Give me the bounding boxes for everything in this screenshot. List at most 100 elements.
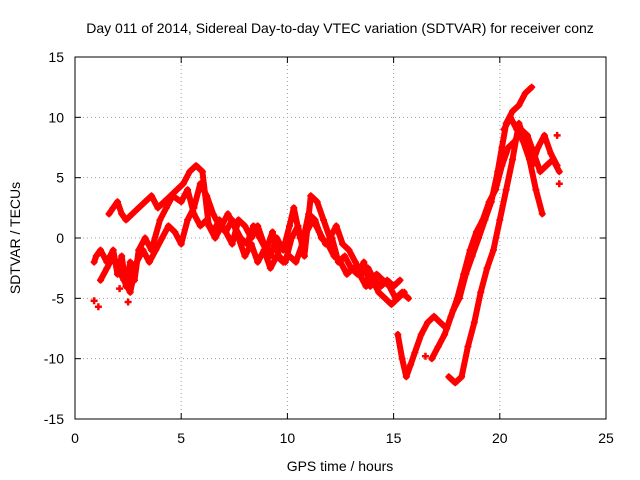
data-point	[398, 355, 406, 363]
data-point	[404, 294, 412, 302]
data-point	[555, 180, 563, 188]
data-point	[167, 192, 175, 200]
data-point	[387, 300, 395, 308]
data-point	[109, 252, 117, 260]
data-point	[360, 258, 368, 266]
data-point	[394, 294, 402, 302]
data-point	[364, 264, 372, 272]
data-point	[190, 204, 198, 212]
data-point	[209, 210, 217, 218]
data-point	[196, 180, 204, 188]
data-point	[417, 331, 425, 339]
data-point	[164, 222, 172, 230]
data-point	[521, 89, 529, 97]
axes: 0 5 10 15 20 25 -15 -10 -5 0 5 10 15	[44, 49, 614, 446]
data-point	[421, 352, 429, 360]
data-point	[147, 192, 155, 200]
data-point	[184, 186, 192, 194]
y-tick-label: -5	[52, 290, 65, 306]
series-track-g-markers	[500, 113, 546, 218]
data-point	[460, 270, 468, 278]
data-point	[124, 298, 132, 306]
data-point	[339, 240, 347, 248]
plot-data	[90, 83, 563, 387]
data-point	[254, 258, 262, 266]
data-point	[381, 294, 389, 302]
data-point	[260, 246, 268, 254]
x-tick-label: 25	[598, 430, 614, 446]
data-point	[383, 276, 391, 284]
data-point	[515, 101, 523, 109]
data-point	[532, 186, 540, 194]
data-point	[489, 246, 497, 254]
data-point	[498, 162, 506, 170]
data-point	[400, 288, 408, 296]
data-point	[186, 168, 194, 176]
data-point	[118, 210, 126, 218]
data-point	[222, 228, 230, 236]
data-point	[215, 222, 223, 230]
data-point	[126, 288, 134, 296]
data-point	[445, 373, 453, 381]
data-point	[349, 264, 357, 272]
data-point	[447, 312, 455, 320]
data-point	[128, 210, 136, 218]
data-point	[396, 276, 404, 284]
series-track-c-markers	[96, 180, 408, 308]
data-point	[113, 264, 121, 272]
data-point	[458, 373, 466, 381]
data-point	[509, 107, 517, 115]
data-point	[485, 198, 493, 206]
data-point	[120, 276, 128, 284]
data-point	[464, 343, 472, 351]
data-point	[375, 288, 383, 296]
data-point	[540, 131, 548, 139]
data-point	[368, 276, 376, 284]
data-point	[160, 198, 168, 206]
data-point	[337, 258, 344, 266]
y-tick-label: 0	[56, 230, 64, 246]
data-point	[492, 186, 500, 194]
data-point	[192, 162, 200, 170]
data-point	[311, 216, 319, 224]
data-point	[390, 282, 398, 290]
data-point	[113, 198, 121, 206]
data-point	[235, 234, 243, 242]
data-point	[158, 234, 166, 242]
data-point	[145, 258, 153, 266]
data-point	[273, 252, 281, 260]
data-point	[298, 240, 306, 248]
data-point	[498, 144, 506, 151]
data-point	[279, 258, 287, 266]
data-point	[241, 252, 249, 260]
data-point	[184, 216, 192, 224]
data-point	[553, 162, 561, 170]
data-point	[90, 258, 98, 266]
data-point	[177, 240, 185, 248]
y-tick-label: 10	[48, 109, 64, 125]
data-point	[266, 264, 274, 272]
data-point	[141, 234, 149, 242]
data-point	[434, 343, 442, 351]
data-point	[205, 222, 213, 230]
data-point	[235, 216, 243, 224]
data-point	[519, 137, 527, 145]
data-point	[109, 246, 117, 254]
data-point	[394, 331, 402, 339]
data-point	[249, 222, 257, 230]
data-point	[553, 131, 561, 139]
chart-title: Day 011 of 2014, Sidereal Day-to-day VTE…	[86, 20, 594, 36]
data-point	[288, 234, 296, 242]
data-point	[122, 216, 130, 224]
data-point	[228, 240, 236, 248]
data-point	[351, 258, 359, 266]
data-point	[477, 288, 485, 296]
data-point	[509, 156, 517, 164]
data-point	[173, 186, 181, 194]
data-point	[286, 252, 294, 260]
data-point	[513, 125, 521, 133]
data-point	[116, 285, 124, 293]
data-point	[179, 180, 187, 188]
x-tick-label: 5	[177, 430, 185, 446]
